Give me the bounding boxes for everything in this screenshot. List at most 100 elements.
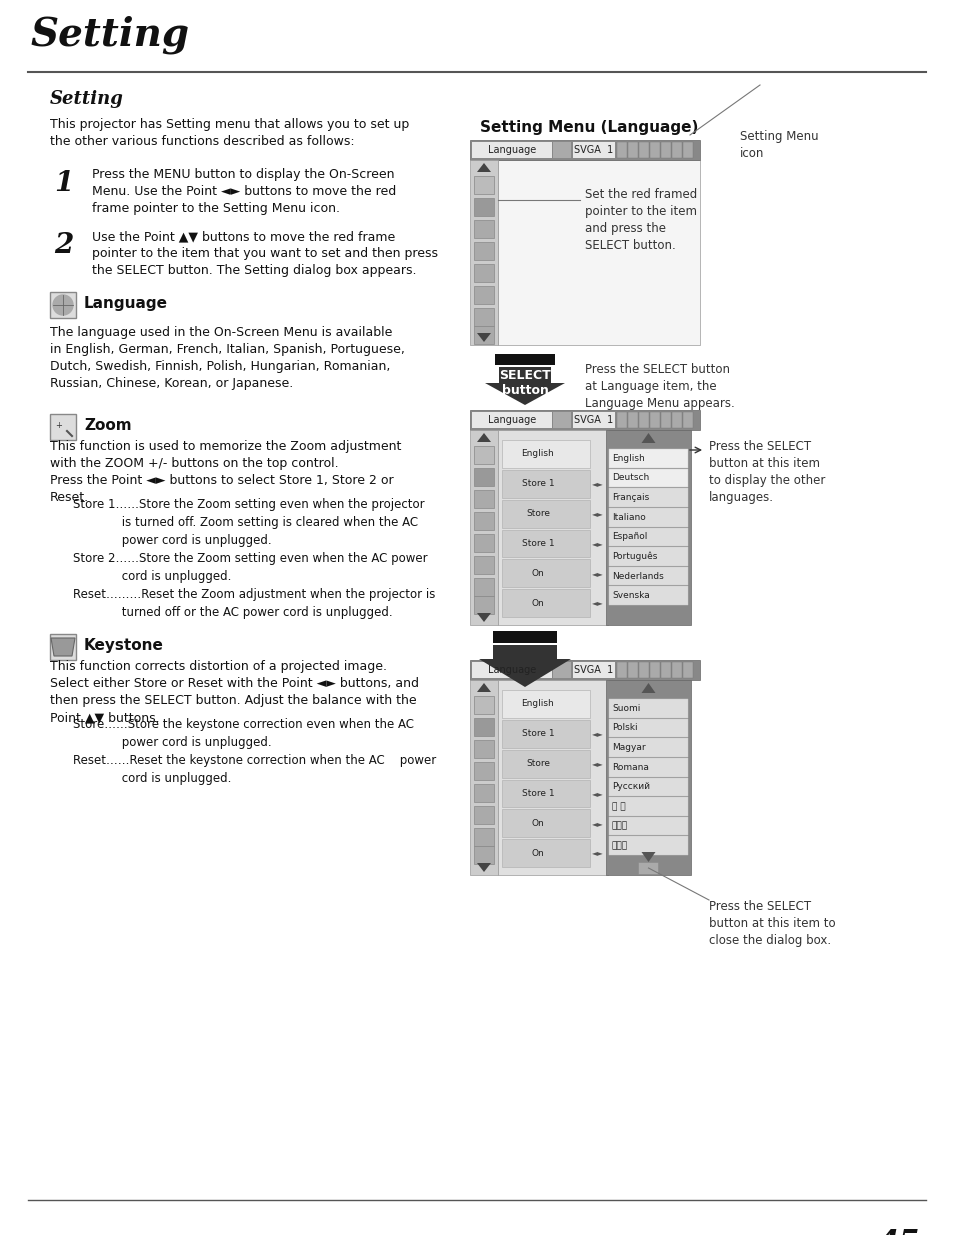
Bar: [497, 161, 700, 345]
Text: Français: Français: [612, 493, 649, 503]
Bar: [608, 567, 687, 585]
Text: Language: Language: [487, 664, 536, 676]
Bar: [605, 680, 690, 876]
Bar: [608, 699, 687, 718]
Bar: [608, 587, 687, 605]
Bar: [627, 662, 638, 678]
Text: Setting: Setting: [30, 15, 189, 53]
Text: 日本語: 日本語: [612, 841, 627, 850]
Text: ◄►: ◄►: [592, 538, 603, 548]
Bar: [474, 827, 494, 846]
Text: On: On: [531, 848, 544, 857]
Text: 2: 2: [54, 232, 73, 259]
Bar: [608, 450, 687, 468]
Text: ◄►: ◄►: [592, 599, 603, 608]
Bar: [474, 308, 494, 326]
Bar: [608, 468, 687, 488]
Bar: [474, 697, 494, 714]
Text: Romana: Romana: [612, 763, 648, 772]
Bar: [474, 326, 494, 345]
Bar: [617, 142, 626, 158]
Polygon shape: [476, 163, 491, 172]
Text: ◄►: ◄►: [592, 819, 603, 827]
Bar: [573, 662, 615, 678]
Bar: [501, 809, 589, 837]
Text: ◄►: ◄►: [592, 760, 603, 768]
Text: Zoom: Zoom: [84, 417, 132, 433]
Text: +: +: [55, 420, 62, 430]
Text: Nederlands: Nederlands: [612, 572, 663, 580]
Text: SVGA  1: SVGA 1: [574, 415, 613, 425]
Text: Setting Menu
icon: Setting Menu icon: [740, 130, 818, 161]
Text: 1: 1: [54, 170, 73, 198]
Bar: [501, 839, 589, 867]
Polygon shape: [640, 433, 655, 443]
Bar: [474, 718, 494, 736]
Bar: [50, 414, 76, 440]
Text: English: English: [521, 699, 554, 709]
Bar: [608, 758, 687, 777]
Text: English: English: [612, 453, 644, 463]
Bar: [671, 142, 681, 158]
Bar: [501, 559, 589, 587]
Bar: [617, 662, 626, 678]
Text: 한국어: 한국어: [612, 821, 627, 831]
Bar: [470, 161, 497, 345]
Text: Magyar: Magyar: [612, 743, 645, 752]
Polygon shape: [476, 333, 491, 342]
Bar: [501, 589, 589, 618]
Bar: [474, 287, 494, 304]
Bar: [608, 816, 687, 835]
Text: Language: Language: [84, 296, 168, 311]
Bar: [682, 142, 692, 158]
Bar: [472, 662, 552, 678]
Text: Português: Português: [612, 552, 657, 561]
Polygon shape: [476, 433, 491, 442]
Bar: [608, 488, 687, 506]
Text: Español: Español: [612, 532, 647, 541]
Bar: [501, 440, 589, 468]
Bar: [608, 739, 687, 757]
Text: SELECT
button: SELECT button: [498, 369, 550, 396]
Bar: [608, 797, 687, 816]
Text: Suomi: Suomi: [612, 704, 639, 713]
Text: Русский: Русский: [612, 782, 649, 792]
Bar: [649, 412, 659, 429]
Bar: [501, 779, 589, 808]
Bar: [474, 578, 494, 597]
Text: Store: Store: [525, 509, 550, 519]
Bar: [474, 534, 494, 552]
Bar: [639, 142, 648, 158]
Text: SVGA  1: SVGA 1: [574, 144, 613, 156]
Text: Press the SELECT
button at this item to
close the dialog box.: Press the SELECT button at this item to …: [708, 900, 835, 947]
Text: 中 文: 中 文: [612, 802, 625, 811]
Text: 45: 45: [877, 1228, 919, 1235]
Text: Language: Language: [487, 144, 536, 156]
Bar: [671, 412, 681, 429]
Bar: [493, 631, 557, 643]
Text: Language: Language: [487, 415, 536, 425]
Text: Store 1: Store 1: [521, 789, 554, 798]
Polygon shape: [640, 683, 655, 693]
Bar: [573, 142, 615, 158]
Bar: [497, 430, 607, 625]
Bar: [627, 412, 638, 429]
Polygon shape: [51, 638, 75, 656]
Bar: [474, 846, 494, 864]
Polygon shape: [476, 683, 491, 692]
Bar: [501, 720, 589, 747]
Text: ◄►: ◄►: [592, 789, 603, 798]
Bar: [608, 778, 687, 797]
Text: ◄►: ◄►: [592, 509, 603, 519]
Bar: [608, 836, 687, 855]
Bar: [474, 740, 494, 758]
Bar: [474, 490, 494, 508]
Bar: [474, 513, 494, 530]
Bar: [682, 412, 692, 429]
Bar: [474, 806, 494, 824]
Text: English: English: [521, 450, 554, 458]
Bar: [474, 446, 494, 464]
Bar: [472, 412, 552, 429]
Bar: [553, 662, 571, 678]
Text: On: On: [531, 599, 544, 608]
